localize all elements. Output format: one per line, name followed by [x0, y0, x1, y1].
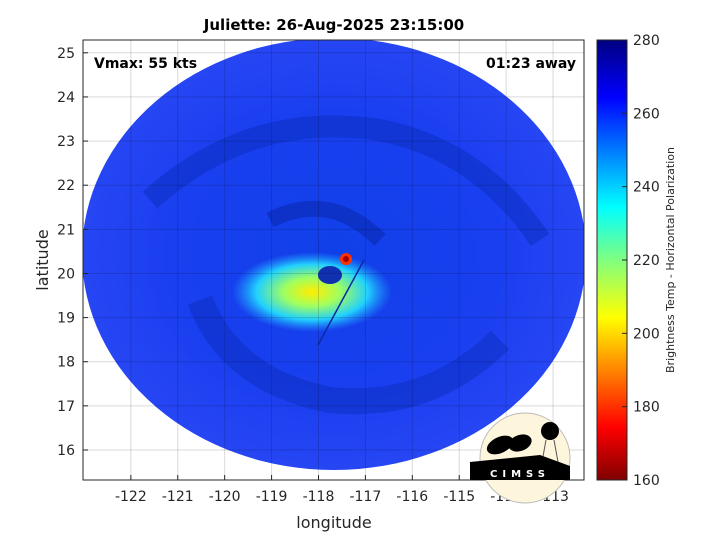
eye — [318, 266, 342, 284]
colorbar-ticks: 160 180 200 220 240 260 280 — [622, 33, 660, 489]
grid — [83, 40, 584, 480]
brightness-temp-image — [83, 40, 584, 470]
swath-seam — [317, 259, 365, 346]
x-tick-label: -118 — [303, 489, 335, 505]
cold-spot-core — [343, 256, 349, 262]
axes-box — [82, 39, 585, 481]
y-axis-label: latitude — [33, 229, 52, 290]
colorbar-tick-label: 180 — [633, 400, 660, 416]
vmax-label: Vmax: 55 kts — [94, 56, 197, 72]
svg-text:CIMSS: CIMSS — [490, 469, 550, 480]
colorbar-tick-label: 160 — [633, 473, 660, 489]
y-tick-label: 25 — [57, 46, 75, 62]
colorbar-label: Brightness Temp - Horizontal Polarizatio… — [664, 147, 677, 373]
y-tick-label: 18 — [57, 355, 75, 371]
y-tick-label: 20 — [57, 266, 75, 282]
x-tick-label: -117 — [350, 489, 382, 505]
y-tick-label: 24 — [57, 90, 75, 106]
chart-title: Juliette: 26-Aug-2025 23:15:00 — [203, 16, 464, 34]
rainband — [266, 200, 386, 246]
rainband — [187, 295, 510, 415]
time-away-label: 01:23 away — [486, 56, 576, 72]
x-tick-label: -116 — [396, 489, 428, 505]
y-tick-label: 22 — [57, 178, 75, 194]
colorbar-tick-label: 200 — [633, 326, 660, 342]
x-tick-label: -122 — [115, 489, 147, 505]
y-tick-label: 19 — [57, 311, 75, 327]
y-tick-label: 17 — [57, 399, 75, 415]
colorbar-tick-label: 240 — [633, 180, 660, 196]
x-tick-label: -115 — [443, 489, 475, 505]
y-tick-label: 23 — [57, 134, 75, 150]
colorbar-tick-label: 260 — [633, 106, 660, 122]
y-tick-label: 21 — [57, 222, 75, 238]
convective-core — [232, 252, 392, 332]
x-tick-label: -119 — [256, 489, 288, 505]
x-axis-label: longitude — [296, 513, 371, 532]
y-tick-label: 16 — [57, 443, 75, 459]
cimss-logo: CIMSS — [470, 412, 571, 504]
x-tick-label: -120 — [209, 489, 241, 505]
rainband — [142, 115, 550, 247]
ticks: -122-121-120-119-118-117-116-115-114-113… — [57, 46, 569, 505]
colorbar-tick-label: 220 — [633, 253, 660, 269]
x-tick-label: -121 — [162, 489, 194, 505]
colorbar-tick-label: 280 — [633, 33, 660, 49]
